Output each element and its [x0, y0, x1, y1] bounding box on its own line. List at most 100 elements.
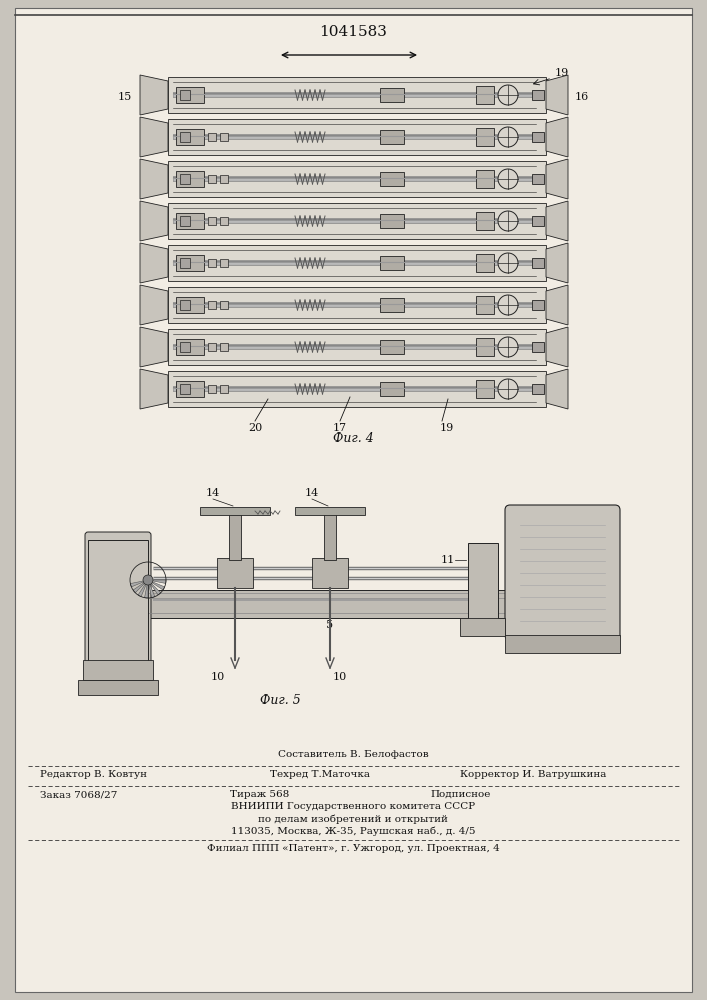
Wedge shape [148, 580, 166, 583]
Bar [505, 635, 620, 653]
Text: 5: 5 [327, 620, 334, 630]
Bar [180, 342, 190, 352]
Circle shape [498, 295, 518, 315]
Bar [532, 342, 544, 352]
Polygon shape [546, 369, 568, 409]
Bar [532, 90, 544, 100]
Polygon shape [140, 159, 168, 199]
Bar [176, 255, 204, 271]
Text: 113035, Москва, Ж-35, Раушская наб., д. 4/5: 113035, Москва, Ж-35, Раушская наб., д. … [230, 826, 475, 836]
Bar [295, 507, 365, 515]
Polygon shape [140, 117, 168, 157]
Bar [476, 212, 494, 230]
Circle shape [498, 85, 518, 105]
Bar [200, 507, 270, 515]
Bar [476, 86, 494, 104]
Bar [220, 343, 228, 351]
Text: Редактор В. Ковтун: Редактор В. Ковтун [40, 770, 147, 779]
Text: 11: 11 [440, 555, 455, 565]
Bar [176, 297, 204, 313]
Bar [176, 339, 204, 355]
Bar [532, 258, 544, 268]
Bar [532, 300, 544, 310]
Bar [380, 88, 404, 102]
Bar [208, 385, 216, 393]
Bar [176, 129, 204, 145]
Text: Заказ 7068/27: Заказ 7068/27 [40, 790, 117, 799]
FancyBboxPatch shape [85, 532, 151, 678]
Circle shape [498, 253, 518, 273]
Bar [180, 90, 190, 100]
Text: 10: 10 [333, 672, 347, 682]
Bar [220, 133, 228, 141]
Bar [380, 172, 404, 186]
Wedge shape [130, 580, 148, 587]
Bar [476, 338, 494, 356]
Bar [220, 259, 228, 267]
Bar [324, 510, 336, 560]
Polygon shape [546, 285, 568, 325]
Bar [220, 301, 228, 309]
Bar [208, 301, 216, 309]
Polygon shape [546, 201, 568, 241]
Bar [78, 680, 158, 695]
Bar [208, 175, 216, 183]
Bar [168, 371, 546, 407]
Text: 14: 14 [206, 488, 220, 498]
Text: по делам изобретений и открытий: по делам изобретений и открытий [258, 814, 448, 824]
Bar [88, 540, 148, 670]
Text: 1041583: 1041583 [319, 25, 387, 39]
Bar [168, 119, 546, 155]
Bar [476, 254, 494, 272]
Bar [532, 174, 544, 184]
Wedge shape [133, 580, 148, 593]
Circle shape [498, 127, 518, 147]
Circle shape [498, 379, 518, 399]
Bar [168, 245, 546, 281]
Text: Тираж 568: Тираж 568 [230, 790, 289, 799]
Bar [217, 558, 253, 588]
Bar [532, 216, 544, 226]
Text: Подписное: Подписное [430, 790, 491, 799]
Polygon shape [546, 243, 568, 283]
Bar [380, 340, 404, 354]
Polygon shape [140, 201, 168, 241]
Bar [460, 618, 505, 636]
Bar [208, 343, 216, 351]
Text: Техред Т.Маточка: Техред Т.Маточка [270, 770, 370, 779]
Text: Корректор И. Ватрушкина: Корректор И. Ватрушкина [460, 770, 607, 779]
Text: 19: 19 [440, 423, 455, 433]
Text: 16: 16 [575, 92, 589, 102]
Circle shape [498, 169, 518, 189]
Polygon shape [546, 117, 568, 157]
Text: 17: 17 [333, 423, 347, 433]
Text: 10: 10 [211, 672, 225, 682]
Bar [380, 298, 404, 312]
Circle shape [498, 211, 518, 231]
Bar [208, 133, 216, 141]
FancyBboxPatch shape [505, 505, 620, 640]
Bar [208, 259, 216, 267]
Bar [180, 384, 190, 394]
Polygon shape [140, 369, 168, 409]
Bar [380, 256, 404, 270]
Bar [168, 287, 546, 323]
Text: 20: 20 [248, 423, 262, 433]
Bar [168, 77, 546, 113]
Bar [380, 130, 404, 144]
Bar [468, 543, 498, 633]
Text: Филиал ППП «Патент», г. Ужгород, ул. Проектная, 4: Филиал ППП «Патент», г. Ужгород, ул. Про… [206, 844, 499, 853]
Bar [380, 382, 404, 396]
Bar [220, 217, 228, 225]
Bar [208, 217, 216, 225]
Bar [220, 385, 228, 393]
Text: Составитель В. Белофастов: Составитель В. Белофастов [278, 750, 428, 759]
Circle shape [143, 575, 153, 585]
Wedge shape [144, 580, 148, 598]
Polygon shape [140, 75, 168, 115]
Bar [532, 132, 544, 142]
Text: ВНИИПИ Государственного комитета СССР: ВНИИПИ Государственного комитета СССР [231, 802, 475, 811]
Bar [176, 87, 204, 103]
Wedge shape [148, 580, 160, 595]
Polygon shape [546, 327, 568, 367]
